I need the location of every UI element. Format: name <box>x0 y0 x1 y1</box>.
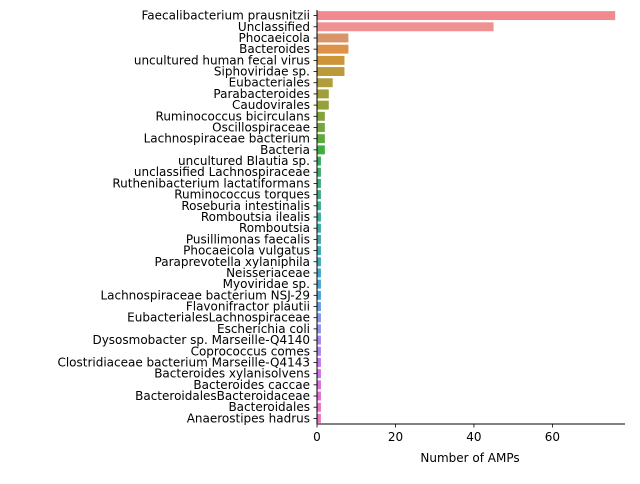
y-tick-label: Lachnospiraceae bacterium NSJ-29 <box>100 288 310 302</box>
y-tick-label: Bacteroides <box>239 42 310 56</box>
bar <box>317 33 349 43</box>
x-axis: 0 20 40 60 <box>313 424 560 444</box>
bar <box>317 89 329 99</box>
y-tick-label: Bacteroides caccae <box>193 378 310 392</box>
y-tick-label: EubacterialesLachnospiraceae <box>127 311 310 325</box>
y-tick-label: Coprococcus comes <box>191 344 310 358</box>
y-tick-label: Neisseriaceae <box>226 266 310 280</box>
y-tick-label: Bacteria <box>260 143 310 157</box>
y-tick-label: Dysosmobacter sp. Marseille-Q4140 <box>92 333 310 347</box>
x-axis-label: Number of AMPs <box>420 451 519 465</box>
y-tick-label: unclassified Lachnospiraceae <box>134 165 310 179</box>
bar <box>317 123 325 132</box>
bar <box>317 212 321 222</box>
bar <box>317 100 329 110</box>
bar <box>317 369 321 379</box>
y-tick-label: Caudovirales <box>232 98 310 112</box>
bar <box>317 22 494 32</box>
bar <box>317 190 321 200</box>
y-tick-label: Ruthenibacterium lactatiformans <box>112 176 310 190</box>
bar <box>317 413 321 423</box>
bar <box>317 11 616 21</box>
bar <box>317 234 321 244</box>
bar <box>317 290 321 300</box>
y-tick-label: Phocaeicola vulgatus <box>183 244 310 258</box>
bar <box>317 67 345 77</box>
y-tick-label: Lachnospiraceae bacterium <box>144 132 310 146</box>
bar <box>317 313 321 323</box>
bar <box>317 268 321 278</box>
bar <box>317 111 325 121</box>
bar <box>317 134 325 144</box>
y-tick-label: Romboutsia <box>239 221 310 235</box>
y-tick-label: Anaerostipes hadrus <box>187 411 310 425</box>
y-tick-label: Faecalibacterium prausnitzii <box>141 9 310 23</box>
bars-layer <box>317 11 616 423</box>
bar <box>317 55 345 65</box>
bar <box>317 257 321 267</box>
bar <box>317 178 321 188</box>
bar <box>317 380 321 390</box>
bar <box>317 391 321 401</box>
y-tick-label: BacteroidalesBacteroidaceae <box>135 389 310 403</box>
x-tick-label: 40 <box>466 430 481 444</box>
y-tick-label: Parabacteroides <box>213 87 310 101</box>
y-tick-label: Eubacteriales <box>229 76 310 90</box>
bar <box>317 156 321 166</box>
y-tick-label: Bacteroides xylanisolvens <box>154 367 310 381</box>
bar <box>317 346 321 356</box>
bar <box>317 167 321 177</box>
bar <box>317 324 321 334</box>
y-tick-labels: Faecalibacterium prausnitziiUnclassified… <box>57 9 317 425</box>
bar <box>317 335 321 345</box>
y-tick-label: Oscillospiraceae <box>212 120 310 134</box>
y-tick-label: Clostridiaceae bacterium Marseille-Q4143 <box>57 355 310 369</box>
y-tick-label: Ruminococcus bicirculans <box>156 109 310 123</box>
y-tick-label: uncultured Blautia sp. <box>178 154 310 168</box>
bar <box>317 402 321 412</box>
bar <box>317 357 321 367</box>
bar <box>317 223 321 233</box>
bar <box>317 246 321 256</box>
bar <box>317 145 325 155</box>
y-tick-label: Escherichia coli <box>217 322 310 336</box>
x-tick-label: 60 <box>545 430 560 444</box>
x-tick-label: 20 <box>388 430 403 444</box>
y-tick-label: Unclassified <box>238 20 310 34</box>
bar <box>317 44 349 54</box>
bar <box>317 201 321 211</box>
y-tick-label: Ruminococcus torques <box>174 188 310 202</box>
x-tick-label: 0 <box>313 430 321 444</box>
bar <box>317 78 333 88</box>
y-tick-label: Bacteroidales <box>228 400 310 414</box>
y-tick-label: Romboutsia ilealis <box>201 210 310 224</box>
y-tick-label: Siphoviridae sp. <box>214 65 310 79</box>
y-tick-label: Phocaeicola <box>239 31 310 45</box>
bar <box>317 302 321 311</box>
y-tick-label: uncultured human fecal virus <box>134 53 310 67</box>
y-tick-label: Roseburia intestinalis <box>181 199 310 213</box>
y-tick-label: Flavonifractor plautii <box>186 300 310 314</box>
bar <box>317 279 321 289</box>
y-tick-label: Myoviridae sp. <box>223 277 310 291</box>
y-tick-label: Paraprevotella xylaniphila <box>155 255 310 269</box>
y-tick-label: Pusillimonas faecalis <box>186 232 310 246</box>
